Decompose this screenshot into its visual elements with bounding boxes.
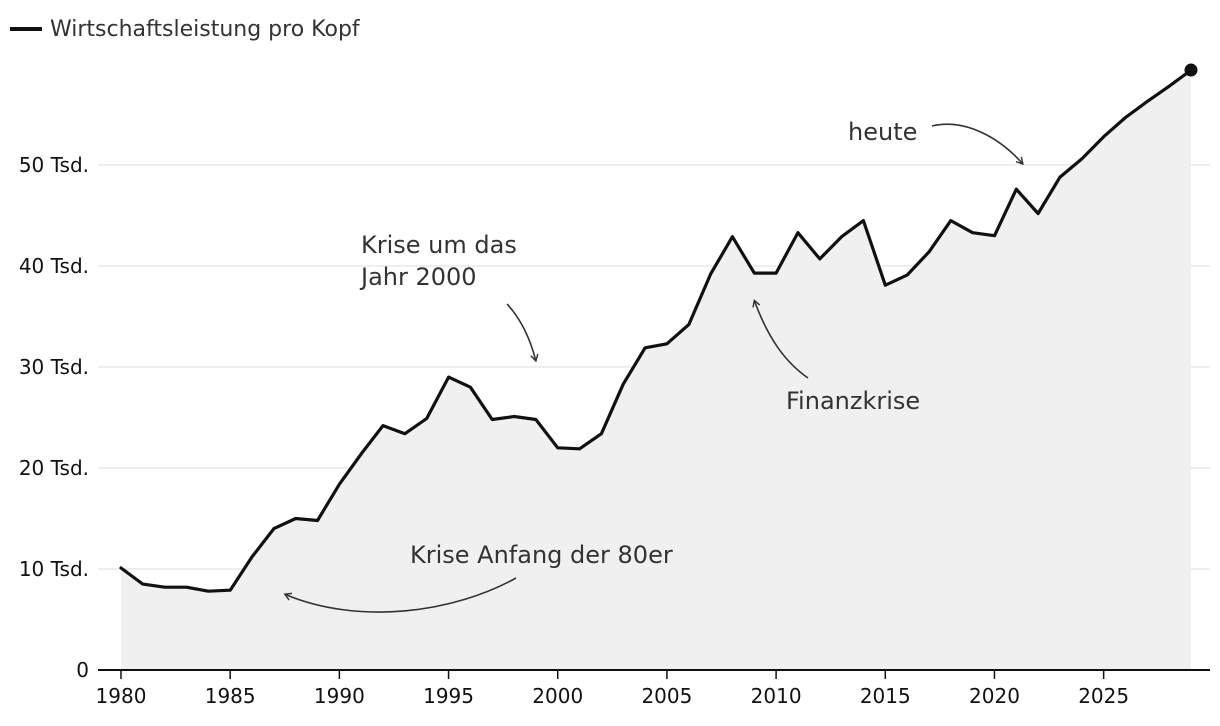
y-tick-label: 40 Tsd. (19, 254, 89, 278)
annotation-heute-arrow (931, 123, 1024, 166)
annotation-finanzkrise-arrow (752, 298, 809, 379)
x-tick-label: 1980 (96, 684, 147, 708)
annotation-finanzkrise-line: Finanzkrise (786, 387, 920, 415)
y-tick-label: 20 Tsd. (19, 456, 89, 480)
series-end-marker (1184, 63, 1198, 77)
annotation-heute-line: heute (848, 118, 917, 146)
legend-label: Wirtschaftsleistung pro Kopf (50, 16, 360, 42)
annotation-krise-80er-line: Krise Anfang der 80er (410, 541, 673, 569)
series-line (119, 68, 1193, 593)
x-tick-label: 2010 (751, 684, 802, 708)
y-tick-label: 0 (76, 658, 89, 682)
x-tick-label: 2000 (532, 684, 583, 708)
annotation-heute-text: heute (848, 118, 917, 146)
annotation-krise-80er-arrow (283, 577, 517, 613)
legend: Wirtschaftsleistung pro Kopf (10, 14, 360, 44)
x-tick-label: 1995 (423, 684, 474, 708)
x-tick-label: 2005 (641, 684, 692, 708)
y-tick-label: 50 Tsd. (19, 153, 89, 177)
y-tick-label: 30 Tsd. (19, 355, 89, 379)
annotation-finanzkrise-text: Finanzkrise (786, 387, 920, 415)
annotation-krise-2000-arrow (506, 303, 539, 363)
annotation-krise-2000-line: Krise um das (361, 231, 517, 259)
x-tick-label: 1985 (205, 684, 256, 708)
x-tick-label: 2020 (969, 684, 1020, 708)
annotation-krise-2000-text: Krise um das Jahr 2000 (359, 231, 517, 291)
x-tick-label: 2015 (860, 684, 911, 708)
legend-line-swatch (10, 27, 42, 31)
y-tick-label: 10 Tsd. (19, 557, 89, 581)
x-tick-label: 1990 (314, 684, 365, 708)
series-area (121, 70, 1191, 671)
annotation-krise-80er-text: Krise Anfang der 80er (410, 541, 673, 569)
annotation-krise-2000-line: Jahr 2000 (359, 263, 477, 291)
x-tick-label: 2025 (1078, 684, 1129, 708)
